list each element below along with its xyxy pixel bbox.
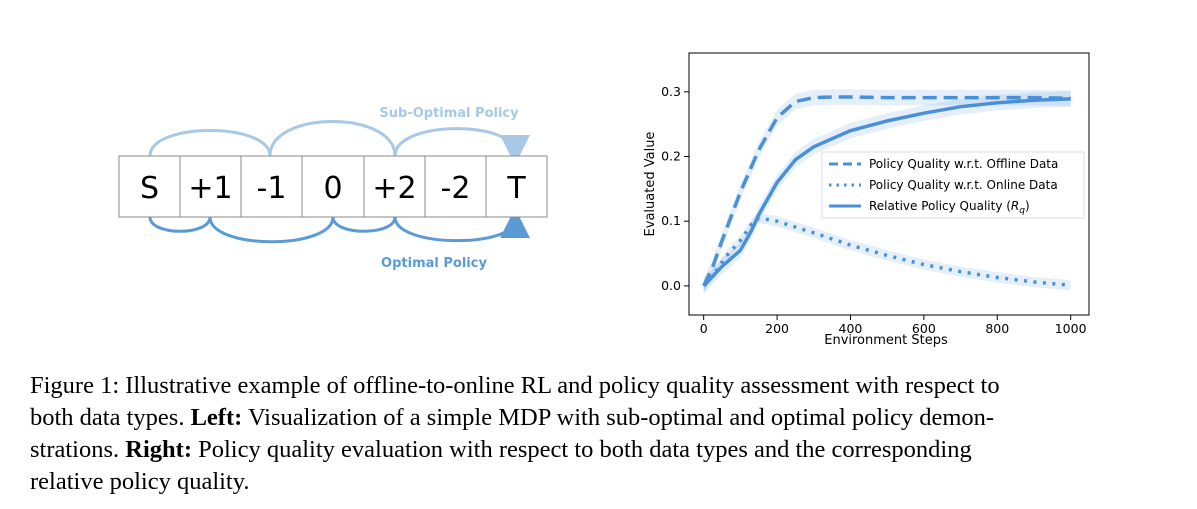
legend-label-relative: Relative Policy Quality (Rq) bbox=[869, 199, 1030, 216]
caption-line-1: Figure 1: Illustrative example of offlin… bbox=[30, 372, 1000, 399]
mdp-diagram: S +1 -1 0 +2 -2 T Sub-Optimal Policy Opt… bbox=[118, 106, 548, 271]
suboptimal-arcs bbox=[148, 120, 530, 165]
optimal-policy-label: Optimal Policy bbox=[381, 256, 487, 271]
caption-line-3c: Policy quality evaluation with respect t… bbox=[191, 436, 972, 463]
y-axis-ticks: 0.0 0.1 0.2 0.3 bbox=[661, 84, 689, 293]
x-tick-label: 400 bbox=[839, 321, 863, 336]
state-cell bbox=[179, 155, 242, 218]
state-label-t: T bbox=[506, 171, 526, 206]
y-tick-label: 0.2 bbox=[661, 149, 681, 164]
state-label-minus2: -2 bbox=[441, 171, 471, 206]
caption-line-2a: both data types. bbox=[30, 404, 191, 431]
policy-quality-chart: 0 200 400 600 800 1000 0.0 0.1 0.2 0.3 Environme… bbox=[643, 52, 1090, 348]
x-tick-label: 0 bbox=[700, 321, 708, 336]
caption-line-3a: strations. bbox=[30, 436, 126, 463]
legend: Policy Quality w.r.t. Offline Data Polic… bbox=[821, 151, 1085, 219]
caption-right-label: Right: bbox=[125, 436, 192, 463]
x-axis-ticks: 0 200 400 600 800 1000 bbox=[700, 315, 1087, 336]
caption-line-2c: Visualization of a simple MDP with sub-o… bbox=[242, 404, 995, 431]
figure-caption: Figure 1: Illustrative example of offlin… bbox=[30, 370, 1175, 498]
caption-left-label: Left: bbox=[190, 404, 243, 431]
confidence-bands bbox=[703, 89, 1071, 294]
suboptimal-arc-3 bbox=[393, 127, 530, 165]
legend-box bbox=[821, 151, 1085, 219]
y-axis-label: Evaluated Value bbox=[643, 132, 658, 237]
band-series-1 bbox=[703, 212, 1071, 292]
plot-frame bbox=[688, 52, 1090, 316]
state-cell bbox=[363, 155, 426, 218]
x-axis-label: Environment Steps bbox=[824, 333, 948, 348]
optimal-arc-3 bbox=[331, 216, 397, 233]
x-tick-label: 200 bbox=[765, 321, 789, 336]
state-label-plus2: +2 bbox=[372, 171, 416, 206]
suboptimal-policy-label: Sub-Optimal Policy bbox=[379, 106, 519, 121]
y-tick-label: 0.0 bbox=[661, 278, 681, 293]
state-cell bbox=[118, 155, 181, 218]
state-cell bbox=[240, 155, 303, 218]
state-label-zero: 0 bbox=[323, 171, 342, 206]
x-tick-label: 600 bbox=[912, 321, 936, 336]
state-label-s: S bbox=[140, 171, 159, 206]
legend-label-online: Policy Quality w.r.t. Online Data bbox=[869, 178, 1058, 192]
state-cell bbox=[485, 155, 548, 218]
state-row: S +1 -1 0 +2 -2 T bbox=[118, 155, 548, 218]
x-tick-label: 800 bbox=[985, 321, 1009, 336]
state-label-plus1: +1 bbox=[188, 171, 232, 206]
optimal-arcs bbox=[148, 208, 530, 244]
caption-line-4: relative policy quality. bbox=[30, 468, 250, 495]
state-label-minus1: -1 bbox=[257, 171, 287, 206]
x-tick-label: 1000 bbox=[1055, 321, 1087, 336]
suboptimal-arc-2 bbox=[268, 120, 397, 157]
suboptimal-arc-1 bbox=[148, 129, 272, 157]
series-line-0 bbox=[702, 95, 1071, 287]
optimal-arc-4 bbox=[393, 208, 530, 243]
series-line-1 bbox=[702, 216, 1071, 288]
optimal-arc-1 bbox=[148, 216, 212, 233]
state-cell bbox=[424, 155, 487, 218]
y-tick-label: 0.3 bbox=[661, 84, 681, 99]
y-tick-label: 0.1 bbox=[661, 213, 681, 228]
series-line-2 bbox=[702, 97, 1071, 288]
optimal-arc-2 bbox=[208, 216, 335, 244]
series-lines bbox=[702, 95, 1071, 288]
legend-label-offline: Policy Quality w.r.t. Offline Data bbox=[869, 157, 1058, 171]
